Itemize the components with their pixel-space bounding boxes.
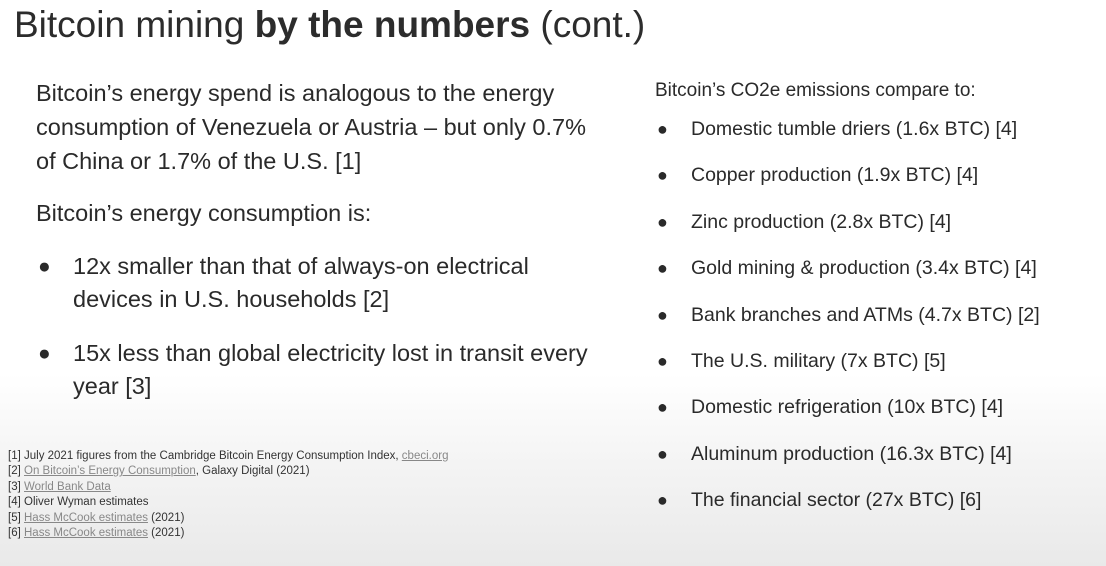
bullet-icon: ●	[657, 211, 668, 232]
list-item: ● Domestic tumble driers (1.6x BTC) [4]	[655, 116, 1095, 162]
bullet-icon: ●	[657, 304, 668, 325]
list-item-text: The U.S. military (7x BTC) [5]	[691, 349, 946, 372]
reference-link-hass-mccook[interactable]: Hass McCook estimates	[24, 511, 148, 524]
list-item-text: 12x smaller than that of always-on elect…	[73, 253, 529, 312]
left-column: Bitcoin’s energy spend is analogous to t…	[36, 76, 596, 403]
consumption-heading: Bitcoin’s energy consumption is:	[36, 200, 372, 226]
reference-5: [5] Hass McCook estimates (2021)	[8, 511, 448, 526]
list-item-text: 15x less than global electricity lost in…	[73, 340, 588, 399]
reference-text: , Galaxy Digital (2021)	[195, 465, 310, 478]
list-item-text: Bank branches and ATMs (4.7x BTC) [2]	[691, 303, 1040, 326]
list-item-text: Aluminum production (16.3x BTC) [4]	[691, 442, 1012, 465]
bullet-icon: ●	[38, 255, 51, 278]
bullet-icon: ●	[657, 443, 668, 464]
right-column: Bitcoin’s CO2e emissions compare to: ● Do…	[655, 78, 1095, 534]
references: [1] July 2021 figures from the Cambridge…	[8, 449, 448, 541]
emissions-comparison-list: ● Domestic tumble driers (1.6x BTC) [4] ●…	[655, 116, 1095, 534]
list-item: ● Bank branches and ATMs (4.7x BTC) [2]	[655, 302, 1095, 348]
list-item: ● 12x smaller than that of always-on elec…	[36, 250, 596, 316]
reference-number: [3]	[8, 480, 21, 493]
bullet-icon: ●	[657, 490, 668, 511]
reference-text: (2021)	[147, 527, 185, 540]
reference-text: Oliver Wyman estimates	[24, 496, 149, 509]
list-item: ● Gold mining & production (3.4x BTC) [4]	[655, 255, 1095, 301]
reference-6: [6] Hass McCook estimates (2021)	[8, 526, 448, 541]
reference-text: July 2021 figures from the Cambridge Bit…	[24, 450, 399, 462]
list-item-text: The financial sector (27x BTC) [6]	[691, 489, 982, 512]
reference-4: [4] Oliver Wyman estimates	[8, 495, 448, 510]
reference-link-hass-mccook[interactable]: Hass McCook estimates	[24, 527, 148, 540]
bullet-icon: ●	[38, 342, 51, 365]
list-item: ● The financial sector (27x BTC) [6]	[655, 487, 1095, 533]
list-item: ● Copper production (1.9x BTC) [4]	[655, 162, 1095, 208]
title-suffix: (cont.)	[530, 4, 646, 45]
reference-number: [2]	[8, 465, 21, 478]
reference-link-world-bank[interactable]: World Bank Data	[24, 480, 111, 493]
slide-title: Bitcoin mining by the numbers (cont.)	[14, 4, 645, 46]
list-item-text: Zinc production (2.8x BTC) [4]	[691, 210, 952, 233]
list-item: ● The U.S. military (7x BTC) [5]	[655, 348, 1095, 394]
reference-number: [5]	[8, 511, 21, 524]
bullet-icon: ●	[657, 119, 668, 139]
reference-2: [2] On Bitcoin’s Energy Consumption, Gal…	[8, 464, 448, 479]
list-item-text: Copper production (1.9x BTC) [4]	[691, 164, 979, 187]
energy-spend-paragraph: Bitcoin’s energy spend is analogous to t…	[36, 80, 586, 174]
list-item: ● 15x less than global electricity lost i…	[36, 337, 596, 403]
title-normal: Bitcoin mining	[14, 4, 255, 45]
bullet-icon: ●	[657, 350, 668, 371]
list-item-text: Gold mining & production (3.4x BTC) [4]	[691, 257, 1037, 280]
reference-number: [6]	[8, 527, 21, 540]
bullet-icon: ●	[657, 258, 668, 279]
reference-3: [3] World Bank Data	[8, 480, 448, 495]
consumption-bullet-list: ● 12x smaller than that of always-on elec…	[36, 250, 596, 403]
reference-text: (2021)	[147, 511, 185, 524]
reference-number: [1]	[8, 450, 21, 462]
reference-1: [1] July 2021 figures from the Cambridge…	[8, 449, 448, 464]
list-item: ● Zinc production (2.8x BTC) [4]	[655, 209, 1095, 255]
bullet-icon: ●	[657, 397, 668, 418]
bullet-icon: ●	[657, 165, 668, 186]
list-item-text: Domestic tumble driers (1.6x BTC) [4]	[691, 118, 1018, 140]
emissions-heading: Bitcoin’s CO2e emissions compare to:	[655, 80, 976, 101]
list-item-text: Domestic refrigeration (10x BTC) [4]	[691, 396, 1004, 419]
reference-number: [4]	[8, 496, 21, 509]
list-item: ● Aluminum production (16.3x BTC) [4]	[655, 441, 1095, 487]
reference-link-galaxy[interactable]: On Bitcoin’s Energy Consumption	[24, 465, 196, 478]
list-item: ● Domestic refrigeration (10x BTC) [4]	[655, 394, 1095, 440]
reference-link-cbeci[interactable]: cbeci.org	[401, 450, 449, 462]
title-bold: by the numbers	[254, 4, 531, 45]
